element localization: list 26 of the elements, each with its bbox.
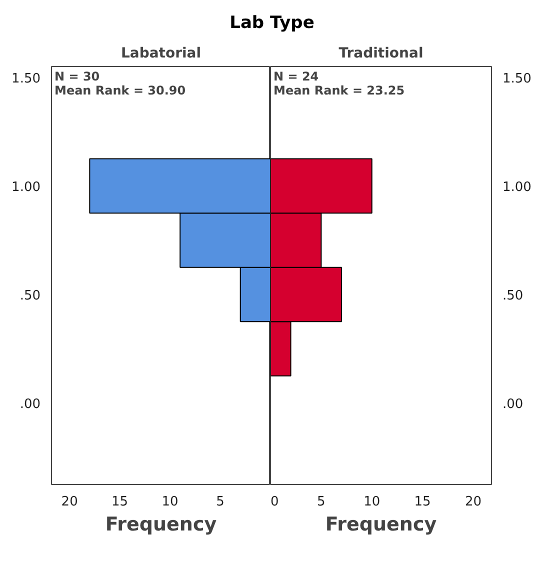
y-tick-label: .00 (502, 397, 524, 412)
x-tick-label: 20 (464, 494, 482, 510)
annotation: Mean Rank = 23.25 (274, 84, 405, 98)
y-tick-label: 1.00 (502, 180, 532, 195)
x-tick-label: 20 (61, 494, 78, 510)
x-tick-label: 10 (364, 494, 380, 510)
x-tick-label: 15 (112, 494, 128, 510)
chart-subtitle: Traditional (338, 46, 424, 62)
x-axis-title: Frequency (325, 514, 438, 536)
y-tick-label: .50 (20, 288, 41, 304)
y-tick-label: 1.50 (12, 71, 41, 86)
y-tick-label: 1.50 (502, 71, 532, 86)
y-tick-label: .00 (20, 397, 41, 412)
y-tick-label: .50 (502, 288, 524, 304)
x-tick-label: 15 (414, 494, 431, 510)
x-tick-label: 10 (162, 494, 178, 510)
chart-title: Lab Type (230, 12, 314, 35)
annotation: Mean Rank = 30.90 (54, 84, 186, 98)
x-tick-label: 0 (270, 494, 279, 510)
x-tick-label: 5 (317, 494, 326, 510)
annotation: N = 24 (274, 70, 319, 84)
x-axis-title: Frequency (105, 514, 218, 536)
x-tick-label: 5 (216, 494, 224, 510)
chart-subtitle: Labatorial (120, 46, 202, 62)
y-tick-label: 1.00 (12, 180, 41, 195)
annotation: N = 30 (54, 70, 100, 84)
